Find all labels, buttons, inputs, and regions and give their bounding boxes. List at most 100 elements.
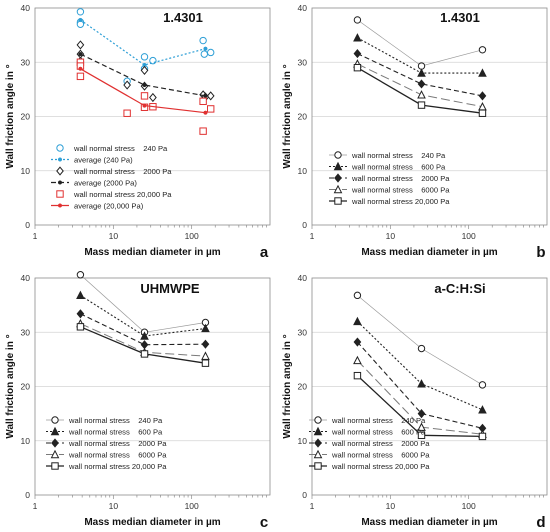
- data-point: [203, 110, 208, 115]
- legend: wall normal stress 240 Pa wall normal str…: [329, 151, 450, 206]
- legend-label: wall normal stress 240 Pa: [73, 144, 168, 153]
- chart-title: 1.4301: [163, 10, 203, 25]
- data-point: [140, 92, 149, 100]
- data-point: [201, 359, 210, 367]
- y-tick-label: 10: [298, 436, 308, 446]
- y-tick-label: 20: [298, 382, 308, 392]
- data-point: [142, 103, 147, 108]
- legend: wall normal stress 240 Pa wall normal str…: [309, 416, 430, 471]
- legend-marker: [314, 462, 322, 470]
- data-point: [123, 80, 131, 90]
- x-tick-label: 1: [33, 501, 38, 511]
- series-line: [80, 294, 206, 337]
- legend-marker: [333, 161, 343, 171]
- legend-label: wall normal stress 240 Pa: [68, 416, 163, 425]
- data-point: [478, 432, 487, 441]
- chart-title: UHMWPE: [140, 281, 200, 296]
- data-point: [478, 109, 487, 117]
- y-tick-label: 20: [21, 382, 31, 392]
- data-point: [201, 323, 210, 333]
- data-point: [200, 50, 209, 58]
- legend-label: wall normal stress 6000 Pa: [351, 186, 450, 195]
- legend-marker: [56, 166, 64, 176]
- legend-marker: [56, 144, 64, 152]
- legend-label: wall normal stress 2000 Pa: [331, 439, 430, 448]
- data-point: [76, 40, 85, 50]
- data-point: [199, 127, 207, 135]
- data-point: [140, 350, 149, 358]
- data-point: [353, 355, 362, 365]
- series-1: [353, 16, 487, 70]
- legend-marker: [56, 190, 64, 198]
- data-point: [353, 371, 362, 380]
- y-tick-label: 40: [21, 3, 31, 13]
- x-axis-label: Mass median diameter in µm: [361, 517, 497, 527]
- data-point: [353, 63, 362, 72]
- data-point: [201, 339, 210, 349]
- data-point: [149, 92, 157, 103]
- legend-marker: [333, 184, 343, 194]
- data-point: [478, 91, 487, 101]
- y-tick-label: 40: [298, 3, 308, 13]
- series-5: [353, 63, 487, 117]
- data-point: [417, 79, 426, 89]
- legend-label: wall normal stress 20,000 Pa: [351, 197, 450, 206]
- series-4: [78, 52, 208, 98]
- legend-label: average (20,000 Pa): [74, 202, 144, 211]
- legend-marker: [57, 157, 63, 162]
- y-tick-label: 40: [298, 273, 308, 283]
- data-point: [206, 91, 215, 101]
- x-tick-label: 10: [109, 501, 119, 511]
- legend: wall normal stress 240 Pa wall normal str…: [46, 416, 167, 471]
- data-point: [417, 62, 426, 70]
- legend-label: wall normal stress 2000 Pa: [68, 439, 167, 448]
- data-point: [140, 53, 149, 61]
- data-point: [140, 65, 149, 75]
- data-point: [353, 33, 362, 42]
- x-tick-label: 10: [386, 501, 396, 511]
- legend-label: wall normal stress 600 Pa: [351, 163, 446, 172]
- legend-marker: [57, 203, 63, 208]
- legend-label: wall normal stress 600 Pa: [331, 428, 426, 437]
- panel-letter: d: [536, 514, 545, 527]
- legend-label: wall normal stress 2000 Pa: [351, 174, 450, 183]
- data-point: [417, 68, 426, 77]
- data-point: [76, 72, 85, 81]
- y-axis-label: Wall friction angle in °: [5, 334, 16, 438]
- data-point: [78, 52, 83, 57]
- legend-marker: [50, 426, 60, 436]
- y-tick-label: 10: [21, 436, 31, 446]
- data-point: [78, 17, 83, 22]
- series-2: [78, 17, 208, 68]
- legend-label: wall normal stress 20,000 Pa: [73, 190, 172, 199]
- series-line: [357, 321, 483, 411]
- y-tick-label: 30: [21, 327, 31, 337]
- legend-marker: [313, 426, 323, 436]
- y-tick-label: 30: [298, 57, 308, 67]
- data-point: [140, 340, 149, 350]
- series-2: [76, 290, 210, 340]
- data-point: [417, 409, 426, 419]
- x-tick-label: 1: [310, 501, 315, 511]
- data-point: [353, 48, 362, 59]
- legend-marker: [51, 462, 59, 470]
- data-point: [76, 290, 85, 300]
- x-tick-label: 100: [185, 231, 199, 241]
- legend-marker: [314, 438, 322, 448]
- data-point: [207, 48, 215, 57]
- y-axis-label: Wall friction angle in °: [282, 334, 293, 438]
- series-2: [353, 33, 487, 77]
- data-point: [478, 381, 487, 389]
- data-point: [201, 351, 210, 360]
- data-point: [417, 90, 426, 99]
- series-4: [353, 355, 487, 438]
- data-point: [203, 46, 208, 51]
- legend-label: average (240 Pa): [74, 156, 133, 165]
- data-point: [417, 344, 426, 353]
- legend-marker: [51, 416, 59, 424]
- data-point: [78, 66, 83, 71]
- y-tick-label: 20: [21, 112, 31, 122]
- y-tick-label: 10: [298, 166, 308, 176]
- legend-marker: [50, 449, 60, 459]
- y-tick-label: 40: [21, 273, 31, 283]
